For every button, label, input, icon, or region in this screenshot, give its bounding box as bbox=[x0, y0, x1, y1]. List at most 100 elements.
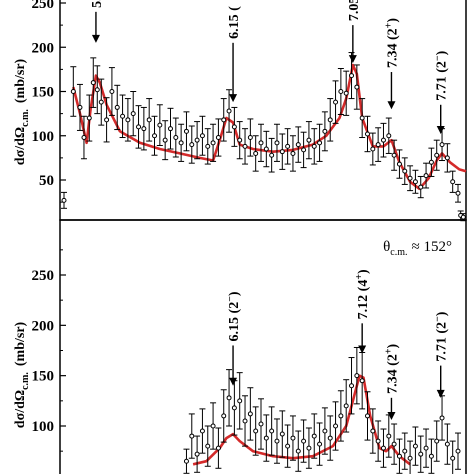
annotation-label-tail: ) bbox=[385, 343, 400, 348]
data-point bbox=[247, 135, 253, 141]
data-point bbox=[434, 438, 440, 444]
data-point bbox=[141, 126, 147, 132]
data-point bbox=[349, 73, 355, 79]
data-point bbox=[210, 140, 216, 146]
data-point bbox=[412, 179, 418, 185]
annotation-label-sup: + bbox=[383, 348, 394, 354]
data-point bbox=[439, 415, 445, 421]
data-point bbox=[94, 87, 100, 93]
data-point bbox=[306, 137, 312, 143]
y-axis-label-sub: c.m. bbox=[20, 372, 31, 390]
data-point bbox=[263, 435, 269, 441]
data-point bbox=[258, 140, 264, 146]
data-point bbox=[359, 378, 365, 384]
data-point bbox=[157, 122, 163, 128]
y-ticks: 100 150 200 250 bbox=[32, 249, 66, 452]
data-point bbox=[162, 137, 168, 143]
data-point bbox=[327, 435, 333, 441]
data-point bbox=[109, 89, 115, 94]
data-point bbox=[290, 435, 296, 441]
data-point bbox=[333, 423, 339, 429]
annotation-arrow-head bbox=[387, 411, 396, 420]
data-point bbox=[86, 115, 92, 121]
annotation-label-sup: + bbox=[383, 22, 394, 28]
data-point bbox=[322, 128, 328, 134]
data-point bbox=[317, 441, 323, 447]
annotation-label-text: 7.05 (2 bbox=[347, 0, 362, 21]
data-point bbox=[370, 428, 376, 434]
y-axis-label-main: dσ/dΩ bbox=[13, 390, 28, 428]
data-point bbox=[444, 155, 450, 161]
data-point bbox=[247, 411, 253, 417]
annotation-label-tail: ) bbox=[435, 50, 450, 55]
data-point bbox=[285, 143, 291, 149]
data-point bbox=[359, 115, 365, 121]
data-point bbox=[199, 133, 205, 139]
data-point bbox=[178, 140, 184, 146]
data-point bbox=[136, 124, 142, 130]
data-point bbox=[253, 150, 259, 156]
data-point bbox=[428, 453, 434, 459]
data-point bbox=[354, 373, 360, 379]
data-point bbox=[104, 117, 110, 123]
data-point bbox=[285, 443, 291, 449]
data-point bbox=[450, 179, 456, 185]
data-point bbox=[152, 133, 158, 139]
y-tick-label: 200 bbox=[32, 40, 55, 56]
angle-label-pre: θ bbox=[383, 239, 390, 255]
data-point bbox=[274, 140, 280, 146]
data-point bbox=[396, 453, 402, 459]
annotation-arrow-head bbox=[229, 377, 238, 386]
data-point bbox=[146, 117, 152, 123]
data-point bbox=[98, 99, 104, 105]
data-point bbox=[343, 90, 349, 96]
data-point bbox=[130, 111, 136, 117]
data-point bbox=[221, 117, 227, 123]
data-point bbox=[77, 104, 83, 110]
data-points bbox=[60, 52, 467, 222]
annotation-label-text: 7.71 (2 bbox=[435, 322, 450, 362]
y-tick-label: 150 bbox=[32, 85, 55, 101]
annotation-label-sup: + bbox=[354, 274, 365, 280]
annotation-label: 7.34 (2+) bbox=[383, 343, 400, 393]
data-point bbox=[242, 143, 248, 149]
annotations: 6.15 (2−) 7.12 (4+)7.34 (2+) 7.71 (2−) bbox=[225, 269, 450, 420]
data-point bbox=[295, 142, 301, 148]
annotation-label-text: 6.15 (2 bbox=[227, 302, 242, 342]
panel-top: 50 100 150 200 250 5.1 6.15 (7.05 (2 7.34 (2+)… bbox=[13, 0, 467, 222]
data-point bbox=[231, 405, 237, 411]
data-point bbox=[269, 428, 275, 434]
data-point bbox=[242, 418, 248, 424]
data-point bbox=[301, 147, 307, 153]
annotation-label-text: 6.15 ( bbox=[227, 6, 242, 39]
data-point bbox=[253, 428, 259, 434]
annotation-label-text: 7.34 (2 bbox=[385, 28, 400, 68]
data-point bbox=[90, 80, 96, 86]
data-point bbox=[183, 458, 189, 464]
data-point bbox=[423, 445, 429, 451]
y-tick-label: 100 bbox=[32, 419, 55, 435]
data-point bbox=[189, 142, 195, 148]
data-point bbox=[375, 438, 381, 444]
data-points bbox=[183, 346, 462, 474]
data-point bbox=[317, 140, 323, 146]
fit-series bbox=[72, 63, 467, 191]
data-point bbox=[269, 152, 275, 158]
annotation-label: 7.05 (2 bbox=[347, 0, 362, 21]
annotation-label: 6.15 (2−) bbox=[225, 291, 242, 341]
data-point bbox=[311, 433, 317, 439]
data-point bbox=[306, 445, 312, 451]
data-point bbox=[173, 135, 179, 141]
data-point bbox=[444, 441, 450, 447]
data-point bbox=[396, 161, 402, 167]
y-axis-label-main: dσ/dΩ bbox=[13, 127, 28, 165]
data-point bbox=[194, 451, 200, 457]
data-point bbox=[380, 445, 386, 451]
y-axis-label-unit: (mb/sr) bbox=[13, 58, 28, 103]
data-point bbox=[215, 135, 221, 141]
data-point bbox=[407, 175, 413, 181]
data-point bbox=[455, 448, 461, 454]
data-point bbox=[402, 448, 408, 454]
data-point bbox=[460, 214, 466, 220]
